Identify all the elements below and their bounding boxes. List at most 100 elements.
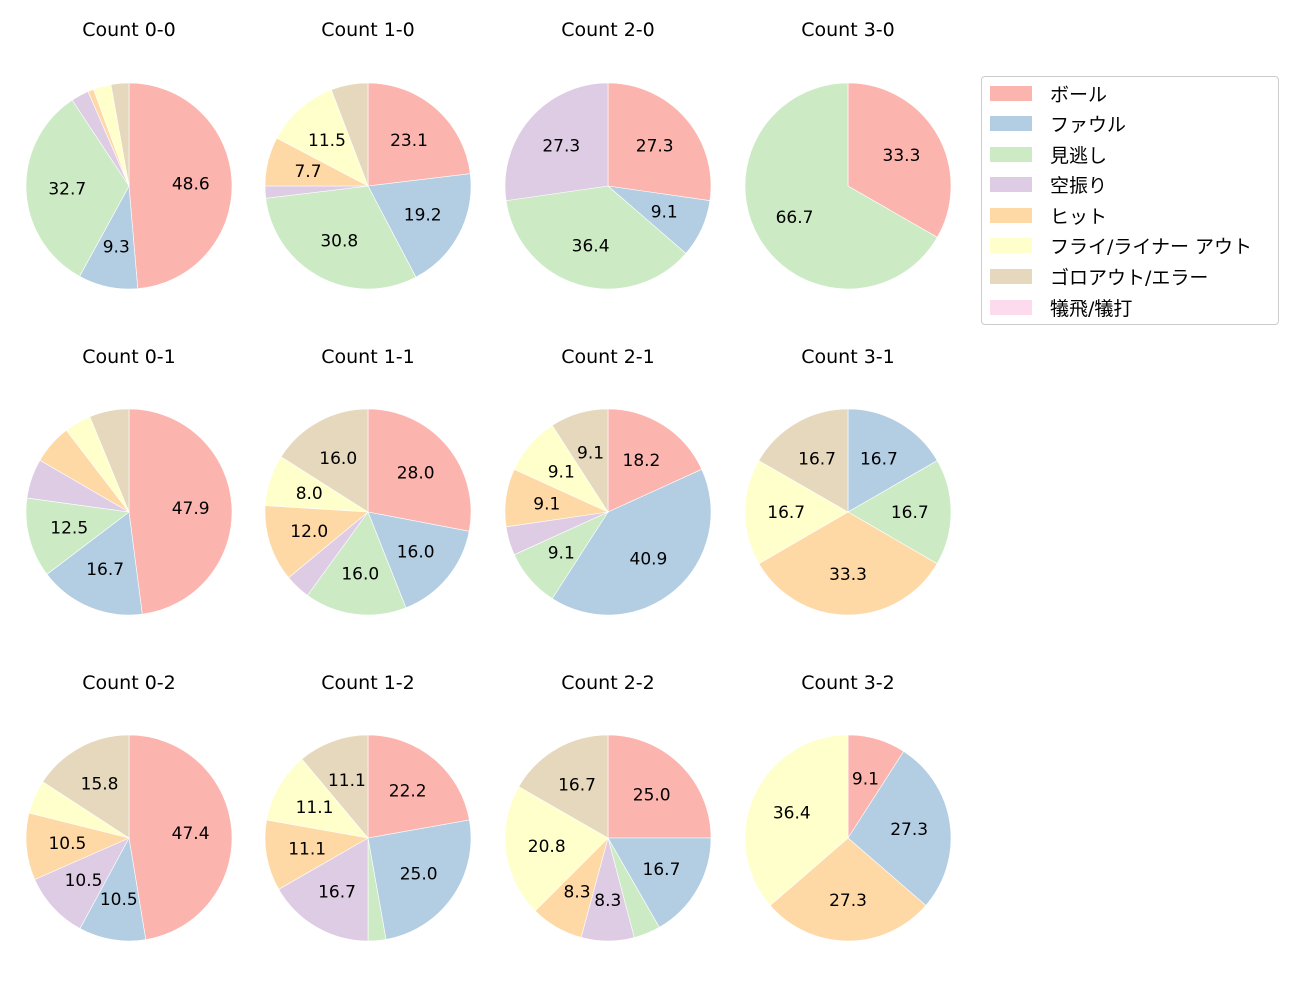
pie-slice <box>367 819 472 940</box>
pie-slice <box>758 408 849 513</box>
slice-value-label: 16.7 <box>798 449 836 469</box>
slice-value-label: 27.3 <box>890 820 928 840</box>
pie-panel: Count 0-0 48.6 9.3 32.7 <box>25 19 233 290</box>
pie-slice <box>128 408 233 615</box>
pie-slice <box>278 837 369 942</box>
slice-value-label: 15.8 <box>81 775 119 795</box>
slice-value-label: 16.7 <box>86 560 124 580</box>
slice-value-label: 12.0 <box>290 522 328 542</box>
legend-swatch <box>990 115 1032 131</box>
pie-slice <box>266 758 369 839</box>
pie-slice <box>265 185 417 290</box>
pie-panel: Count 1-0 23.1 19.2 30.8 7.7 11.5 <box>264 19 472 290</box>
slice-value-label: 28.0 <box>397 464 435 484</box>
pie-slice <box>25 497 130 575</box>
pie-panel: Count 3-0 33.3 66.7 <box>744 19 952 290</box>
legend-swatch <box>990 207 1032 223</box>
pie-slice <box>110 82 130 187</box>
slice-value-label: 10.5 <box>100 890 138 910</box>
slice-value-label: 40.9 <box>630 550 668 570</box>
legend-item-ball: ボール <box>990 82 1108 106</box>
legend-label: 犠飛/犠打 <box>1050 297 1133 320</box>
pie-slice <box>330 82 369 187</box>
pie-slice <box>847 82 952 238</box>
pie-slice <box>847 750 952 906</box>
slice-value-label: 10.5 <box>65 871 103 891</box>
slice-value-label: 16.7 <box>318 882 356 902</box>
pie-slice <box>264 819 369 890</box>
pie-slice <box>758 511 938 616</box>
pie-title: Count 2-2 <box>561 672 655 694</box>
pie-slice <box>744 734 849 906</box>
slice-value-label: 36.4 <box>773 803 811 823</box>
slice-value-label: 25.0 <box>400 864 438 884</box>
pie-slice <box>367 734 470 839</box>
pie-slice <box>551 468 712 616</box>
slice-value-label: 12.5 <box>50 519 88 539</box>
slice-value-label: 23.1 <box>390 131 428 151</box>
slice-value-label: 18.2 <box>623 451 661 471</box>
slice-value-label: 10.5 <box>48 834 86 854</box>
pie-slice <box>505 185 687 290</box>
slice-value-label: 19.2 <box>404 206 442 226</box>
pie-panel: Count 1-1 28.0 16.0 16.0 12.0 8.0 16.0 <box>264 346 472 616</box>
pie-slice <box>607 408 703 513</box>
pie-slice <box>518 734 609 839</box>
slice-value-label: 27.3 <box>636 137 674 157</box>
pie-slice <box>367 408 472 532</box>
pie-panel: Count 2-118.240.99.19.19.19.1 <box>504 346 712 616</box>
legend-swatch <box>990 85 1032 101</box>
pie-slice <box>42 734 130 839</box>
pie-title: Count 2-1 <box>561 346 655 368</box>
pie-slice <box>607 837 712 928</box>
pie-title: Count 2-0 <box>561 19 655 41</box>
pie-slice <box>307 511 407 616</box>
pie-title: Count 0-0 <box>82 19 176 41</box>
slice-value-label: 9.1 <box>533 494 560 514</box>
legend-label: ファウル <box>1050 113 1127 136</box>
slice-value-label: 16.0 <box>319 449 357 469</box>
slice-value-label: 33.3 <box>829 565 867 585</box>
slice-value-label: 8.3 <box>594 891 621 911</box>
pie-slice <box>128 734 233 940</box>
legend-label: ボール <box>1050 83 1108 106</box>
slice-value-label: 11.1 <box>288 840 326 860</box>
legend-item-called-strike: 見逃し <box>990 143 1108 167</box>
pie-slice <box>128 82 233 289</box>
slice-value-label: 8.0 <box>296 484 323 504</box>
slice-value-label: 20.8 <box>528 837 566 857</box>
slice-value-label: 16.7 <box>767 503 805 523</box>
slice-value-label: 11.1 <box>328 771 366 791</box>
legend-label: 空振り <box>1050 174 1108 197</box>
pie-slice <box>504 786 609 912</box>
legend-swatch <box>990 146 1032 162</box>
slice-value-label: 16.7 <box>643 860 681 880</box>
pie-slice <box>504 82 609 201</box>
slice-value-label: 47.4 <box>172 824 210 844</box>
slice-value-label: 32.7 <box>48 180 86 200</box>
slice-value-label: 9.1 <box>577 444 604 464</box>
legend-label: ゴロアウト/エラー <box>1050 266 1209 289</box>
pie-slice <box>367 82 471 187</box>
pie-slice <box>847 408 938 513</box>
pie-slice <box>769 837 927 942</box>
slice-value-label: 16.0 <box>397 542 435 562</box>
slice-value-label: 9.1 <box>852 770 879 790</box>
slice-value-label: 33.3 <box>883 146 921 166</box>
slice-value-label: 48.6 <box>172 174 210 194</box>
slice-value-label: 30.8 <box>320 232 358 252</box>
pie-title: Count 1-0 <box>321 19 415 41</box>
legend-item-foul: ファウル <box>990 112 1127 136</box>
legend-item-fly-liner-out: フライ/ライナー アウト <box>990 234 1252 258</box>
pie-title: Count 0-2 <box>82 672 176 694</box>
legend-swatch <box>990 237 1032 253</box>
slice-value-label: 16.7 <box>891 503 929 523</box>
pie-title: Count 1-2 <box>321 672 415 694</box>
slice-value-label: 9.1 <box>548 463 575 483</box>
slice-value-label: 25.0 <box>633 785 671 805</box>
slice-value-label: 16.7 <box>558 776 596 796</box>
pie-slice <box>367 173 472 278</box>
legend-label: 見逃し <box>1050 144 1108 167</box>
pie-panel: Count 0-247.410.510.510.515.8 <box>25 672 233 942</box>
